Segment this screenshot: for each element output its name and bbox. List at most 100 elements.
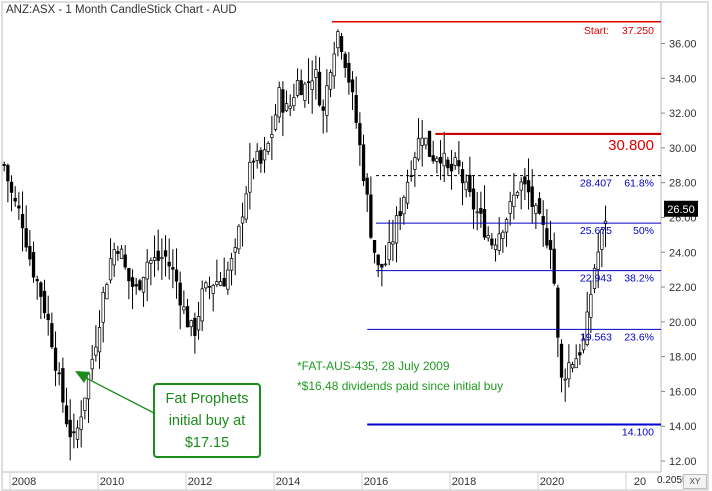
candle-body [497,233,501,251]
level-name-label: 25.675 [580,225,612,237]
candle-body [325,85,329,116]
level-name-label: 22.943 [580,273,612,285]
callout-line: $17.15 [184,435,230,451]
candle-body [57,372,61,375]
candle-body [486,235,490,239]
candle-body [435,157,439,162]
candle-body [589,294,593,318]
candle-body [189,320,193,328]
candle-body [6,165,10,182]
candle-body [574,358,578,369]
candle-body [130,277,135,287]
candle-body [343,53,347,69]
candle-body [548,240,553,250]
candle-body [200,288,204,322]
candle-body [160,257,164,259]
candle-body [592,267,597,290]
candle-body [398,211,402,216]
candle-body [449,163,454,172]
last-price-tag: 26.50 [664,200,698,217]
candle-body [171,267,175,270]
time-tick-label: 20 [634,476,646,488]
candle-body [427,130,432,157]
candle-body [237,225,241,250]
candle-body [446,159,450,169]
note-recommendation: *FAT-AUS-435, 28 July 2009 [297,359,450,373]
level-value-label: 14.100 [622,426,654,438]
time-tick-label: 2010 [100,476,124,488]
candle-body [116,251,120,254]
candle-body [468,174,472,193]
candle-body [46,313,50,321]
candle-body [380,263,384,268]
candle-body [101,292,105,323]
price-tick-label: 30.00 [669,143,697,155]
price-tick-label: 24.00 [669,247,697,259]
price-tick-label: 36.00 [669,39,697,51]
candle-body [90,358,94,370]
candle-body [501,231,505,239]
price-tick-label: 34.00 [669,73,697,85]
candle-body [504,219,509,233]
chart-title: ANZ:ASX - 1 Month CandleStick Chart - AU… [6,4,237,16]
candle-body [471,188,476,210]
candle-body [475,211,479,214]
candle-body [233,247,237,253]
candle-body [277,87,281,118]
candle-body [134,284,138,287]
candle-body [35,279,39,282]
candle-body [53,347,58,371]
candle-body [409,175,413,177]
candle-body [24,228,28,248]
candle-body [196,316,201,331]
candle-body [541,216,545,225]
candle-body [413,157,417,170]
candle-body [174,269,179,282]
level-value-label: 23.6% [624,331,654,343]
candle-body [431,155,435,162]
candle-body [442,152,446,167]
time-tick-label: 2020 [540,476,564,488]
candle-body [387,242,391,261]
candle-body [457,160,461,167]
candle-body [314,69,318,78]
candle-body [75,427,80,440]
candle-body [424,137,428,146]
price-tick-label: 32.00 [669,108,697,120]
arrow-shaft [83,376,155,414]
candle-body [28,246,32,260]
level-value-label: 30.800 [608,137,654,154]
candle-body [68,419,72,438]
candle-body [119,248,124,260]
arrow-head [75,371,90,383]
level-value-label: 38.2% [624,273,654,285]
candle-body [369,194,373,238]
callout-line: initial buy at [168,413,246,429]
level-value-label: 50% [633,225,654,237]
time-axis: 2008 2010 2012 2014 2016 2018 2020 20 [2,471,661,490]
candle-body [563,378,567,381]
candle-body [251,160,256,163]
candle-body [530,186,534,207]
candle-body [2,164,6,166]
level-name-label: 28.407 [580,178,612,190]
candle-body [86,373,91,400]
candle-body [490,238,494,246]
candle-body [317,71,322,106]
xy-toggle-button[interactable]: XY [683,474,707,489]
candle-body [585,311,589,345]
candle-body [211,285,215,294]
candle-body [339,36,344,53]
candle-body [262,149,267,161]
candle-body [156,250,160,261]
time-tick-label: 2012 [188,476,212,488]
candle-body [94,346,98,356]
price-tick-label: 16.00 [669,386,697,398]
candle-body [376,254,380,266]
candle-body [354,94,358,123]
candle-body [420,137,424,146]
candle-body [97,327,102,353]
candle-body [193,317,197,337]
